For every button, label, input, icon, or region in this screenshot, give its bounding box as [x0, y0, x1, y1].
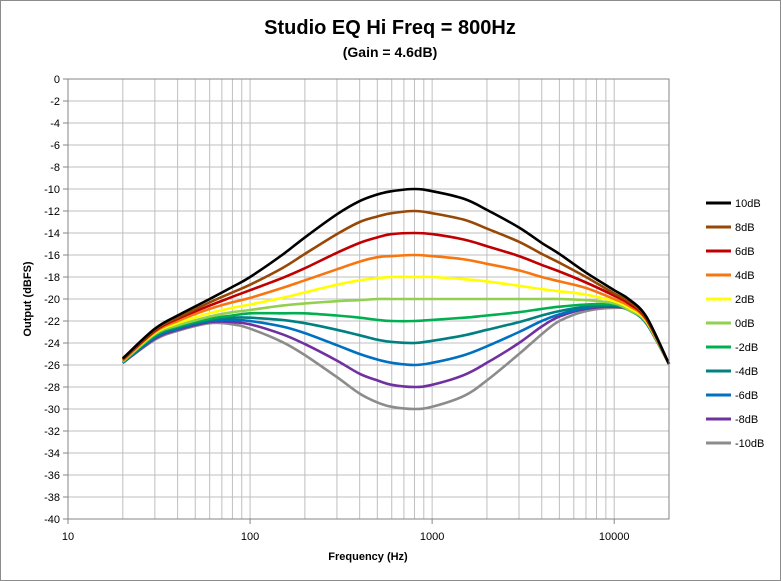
- legend-label: 4dB: [735, 270, 755, 282]
- legend-label: 10dB: [735, 198, 761, 210]
- y-tick-label: -34: [44, 448, 60, 460]
- legend: 10dB 8dB 6dB 4dB 2dB 0dB -2dB -4dB -6dB -8dB -10dB: [706, 198, 764, 450]
- x-axis-title: Frequency (Hz): [328, 551, 408, 563]
- series-line: [121, 304, 671, 365]
- y-tick-label: -40: [44, 514, 60, 526]
- legend-label: -6dB: [735, 390, 758, 402]
- y-tick-label: -28: [44, 382, 60, 394]
- y-tick-label: 0: [54, 74, 60, 86]
- legend-label: -2dB: [735, 342, 758, 354]
- y-tick-label: -10: [44, 184, 60, 196]
- y-tick-label: -8: [50, 162, 60, 174]
- y-tick-label: -26: [44, 360, 60, 372]
- y-tick-label: -4: [50, 118, 60, 130]
- y-axis-ticks: 0 -2 -4 -6 -8 -10 -12 -14 -16 -18 -20 -22 -24 -26 -28 -…: [44, 74, 68, 526]
- y-tick-label: -12: [44, 206, 60, 218]
- x-axis-ticks: 10 100 1000 10000: [62, 519, 630, 543]
- x-tick-label: 100: [241, 531, 259, 543]
- x-tick-label: 10: [62, 531, 74, 543]
- chart-subtitle: (Gain = 4.6dB): [343, 44, 438, 60]
- series-line: [121, 297, 671, 365]
- legend-label: 0dB: [735, 318, 755, 330]
- series-line: [122, 306, 671, 411]
- y-tick-label: -14: [44, 228, 60, 240]
- y-tick-label: -36: [44, 470, 60, 482]
- y-tick-label: -32: [44, 426, 60, 438]
- y-tick-label: -30: [44, 404, 60, 416]
- y-tick-label: -2: [50, 96, 60, 108]
- y-tick-label: -38: [44, 492, 60, 504]
- legend-label: 2dB: [735, 294, 755, 306]
- legend-label: 8dB: [735, 222, 755, 234]
- y-tick-label: -22: [44, 316, 60, 328]
- chart-title: Studio EQ Hi Freq = 800Hz: [264, 17, 516, 39]
- y-tick-label: -18: [44, 272, 60, 284]
- plot-area-border: [67, 78, 670, 520]
- x-tick-label: 1000: [420, 531, 444, 543]
- legend-label: 6dB: [735, 246, 755, 258]
- legend-label: -10dB: [735, 438, 764, 450]
- legend-label: -4dB: [735, 366, 758, 378]
- y-tick-label: -6: [50, 140, 60, 152]
- y-tick-label: -20: [44, 294, 60, 306]
- legend-label: -8dB: [735, 414, 758, 426]
- series-line: [121, 209, 671, 365]
- y-tick-label: -24: [44, 338, 60, 350]
- series-line: [121, 253, 671, 365]
- y-tick-label: -16: [44, 250, 60, 262]
- y-axis-title: Output (dBFS): [22, 261, 34, 336]
- series-line: [121, 302, 671, 365]
- data-series: [121, 187, 671, 411]
- series-line: [121, 275, 671, 365]
- series-line: [121, 231, 671, 365]
- series-line: [121, 187, 671, 365]
- x-tick-label: 10000: [599, 531, 630, 543]
- grid-lines: [67, 78, 670, 520]
